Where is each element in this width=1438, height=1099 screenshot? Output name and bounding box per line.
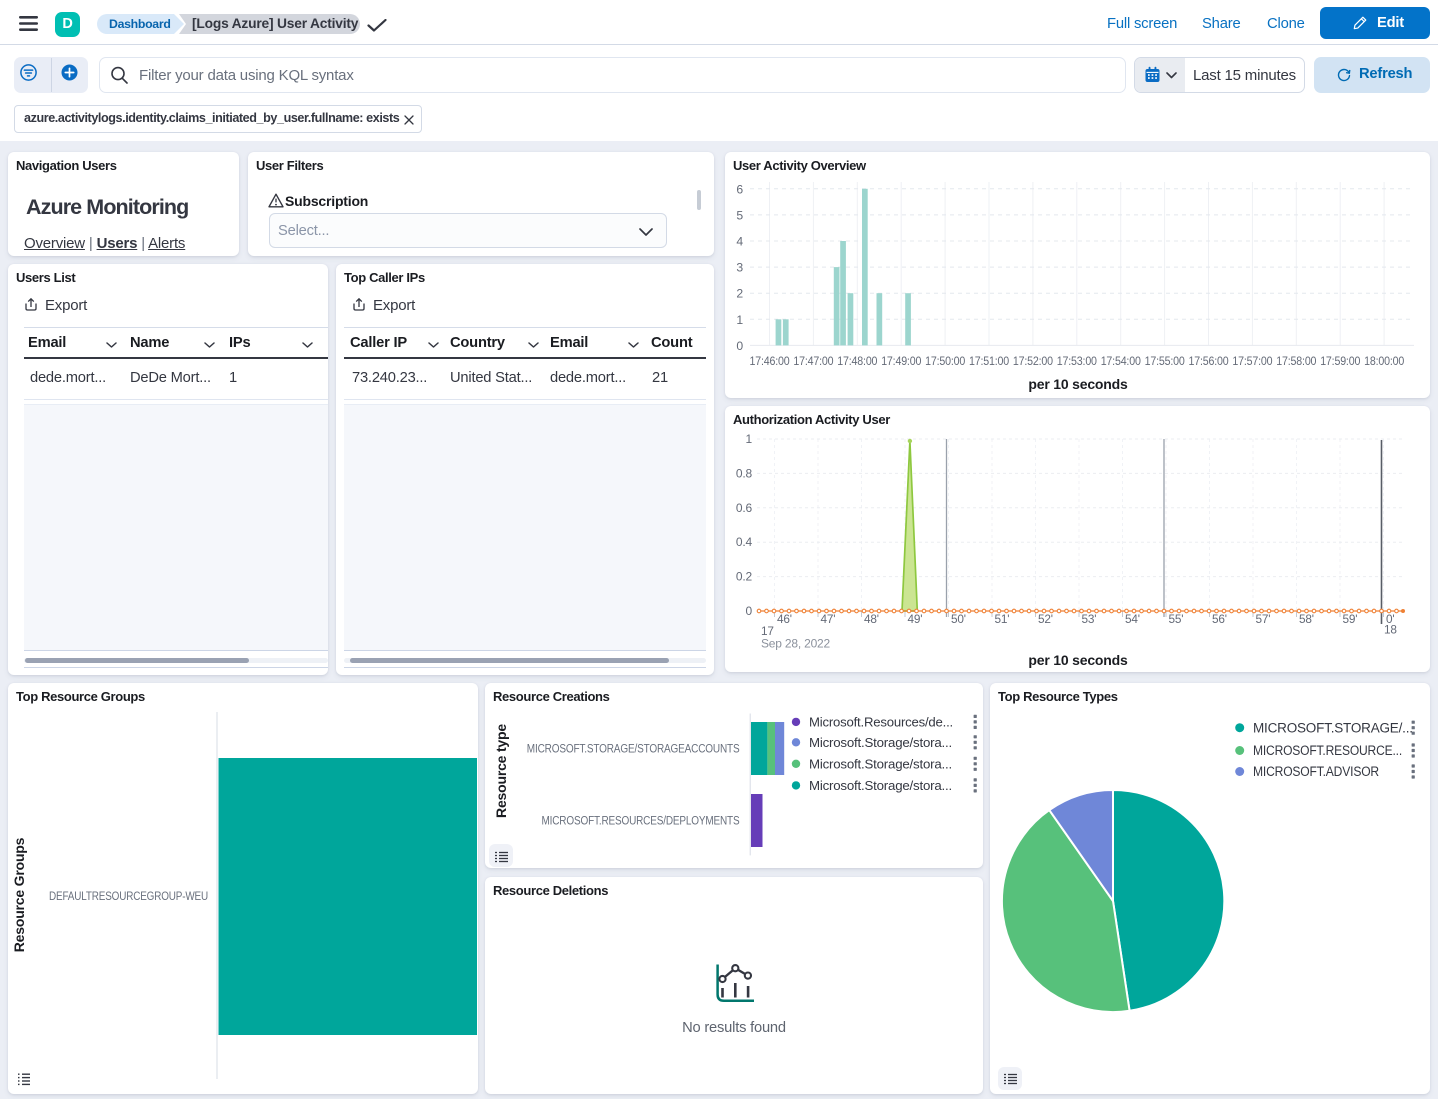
svg-text:per 10 seconds: per 10 seconds xyxy=(1028,652,1128,668)
svg-text:46': 46' xyxy=(777,612,792,626)
svg-text:51': 51' xyxy=(995,612,1010,626)
svg-text:17:46:00: 17:46:00 xyxy=(750,354,790,368)
svg-text:Microsoft.Storage/stora...: Microsoft.Storage/stora... xyxy=(809,756,952,771)
svg-text:per 10 seconds: per 10 seconds xyxy=(1028,376,1128,392)
svg-text:17:50:00: 17:50:00 xyxy=(925,354,965,368)
svg-text:17:49:00: 17:49:00 xyxy=(881,354,921,368)
svg-text:50': 50' xyxy=(951,612,966,626)
svg-text:5: 5 xyxy=(736,208,743,222)
svg-text:17:57:00: 17:57:00 xyxy=(1232,354,1272,368)
svg-text:Sep 28, 2022: Sep 28, 2022 xyxy=(761,637,831,651)
svg-text:DEFAULTRESOURCEGROUP-WEU: DEFAULTRESOURCEGROUP-WEU xyxy=(49,889,208,903)
svg-text:MICROSOFT.RESOURCE...: MICROSOFT.RESOURCE... xyxy=(1253,743,1402,758)
svg-text:1: 1 xyxy=(746,432,753,446)
svg-text:17:53:00: 17:53:00 xyxy=(1057,354,1097,368)
svg-text:56': 56' xyxy=(1212,612,1227,626)
svg-text:55': 55' xyxy=(1169,612,1184,626)
svg-text:18:00:00: 18:00:00 xyxy=(1364,354,1404,368)
svg-text:6: 6 xyxy=(736,182,743,196)
svg-text:17:55:00: 17:55:00 xyxy=(1145,354,1185,368)
svg-text:52': 52' xyxy=(1038,612,1053,626)
svg-text:0': 0' xyxy=(1386,612,1394,626)
svg-text:17:54:00: 17:54:00 xyxy=(1101,354,1141,368)
svg-text:Resource Groups: Resource Groups xyxy=(11,837,27,952)
svg-text:Microsoft.Storage/stora...: Microsoft.Storage/stora... xyxy=(809,735,952,750)
svg-text:MICROSOFT.RESOURCES/DEPLOYMENT: MICROSOFT.RESOURCES/DEPLOYMENTS xyxy=(542,813,740,827)
svg-text:0: 0 xyxy=(736,339,743,353)
svg-text:17:59:00: 17:59:00 xyxy=(1320,354,1360,368)
svg-text:53': 53' xyxy=(1082,612,1097,626)
svg-text:48': 48' xyxy=(864,612,879,626)
svg-text:0.8: 0.8 xyxy=(736,466,753,480)
svg-text:MICROSOFT.STORAGE/...: MICROSOFT.STORAGE/... xyxy=(1253,720,1413,735)
svg-text:0.6: 0.6 xyxy=(736,501,753,515)
svg-text:MICROSOFT.ADVISOR: MICROSOFT.ADVISOR xyxy=(1253,764,1379,779)
svg-text:Resource type: Resource type xyxy=(493,724,509,818)
svg-text:57': 57' xyxy=(1256,612,1271,626)
svg-text:1: 1 xyxy=(736,313,743,327)
svg-text:54': 54' xyxy=(1125,612,1140,626)
svg-text:0.2: 0.2 xyxy=(736,570,753,584)
svg-text:0: 0 xyxy=(746,604,753,618)
svg-text:49': 49' xyxy=(908,612,923,626)
svg-text:2: 2 xyxy=(736,287,743,301)
svg-text:3: 3 xyxy=(736,261,743,275)
svg-text:17:48:00: 17:48:00 xyxy=(837,354,877,368)
svg-text:59': 59' xyxy=(1343,612,1358,626)
svg-text:17:47:00: 17:47:00 xyxy=(793,354,833,368)
svg-text:47': 47' xyxy=(821,612,836,626)
svg-text:0.4: 0.4 xyxy=(736,535,753,549)
svg-text:17:56:00: 17:56:00 xyxy=(1189,354,1229,368)
svg-text:17:52:00: 17:52:00 xyxy=(1013,354,1053,368)
svg-text:4: 4 xyxy=(736,235,743,249)
svg-text:18: 18 xyxy=(1384,623,1397,637)
svg-text:58': 58' xyxy=(1299,612,1314,626)
svg-text:Microsoft.Storage/stora...: Microsoft.Storage/stora... xyxy=(809,778,952,793)
svg-text:17:58:00: 17:58:00 xyxy=(1276,354,1316,368)
svg-text:Microsoft.Resources/de...: Microsoft.Resources/de... xyxy=(809,714,953,729)
svg-text:17:51:00: 17:51:00 xyxy=(969,354,1009,368)
svg-text:17: 17 xyxy=(761,624,774,638)
svg-text:MICROSOFT.STORAGE/STORAGEACCOU: MICROSOFT.STORAGE/STORAGEACCOUNTS xyxy=(527,742,740,756)
